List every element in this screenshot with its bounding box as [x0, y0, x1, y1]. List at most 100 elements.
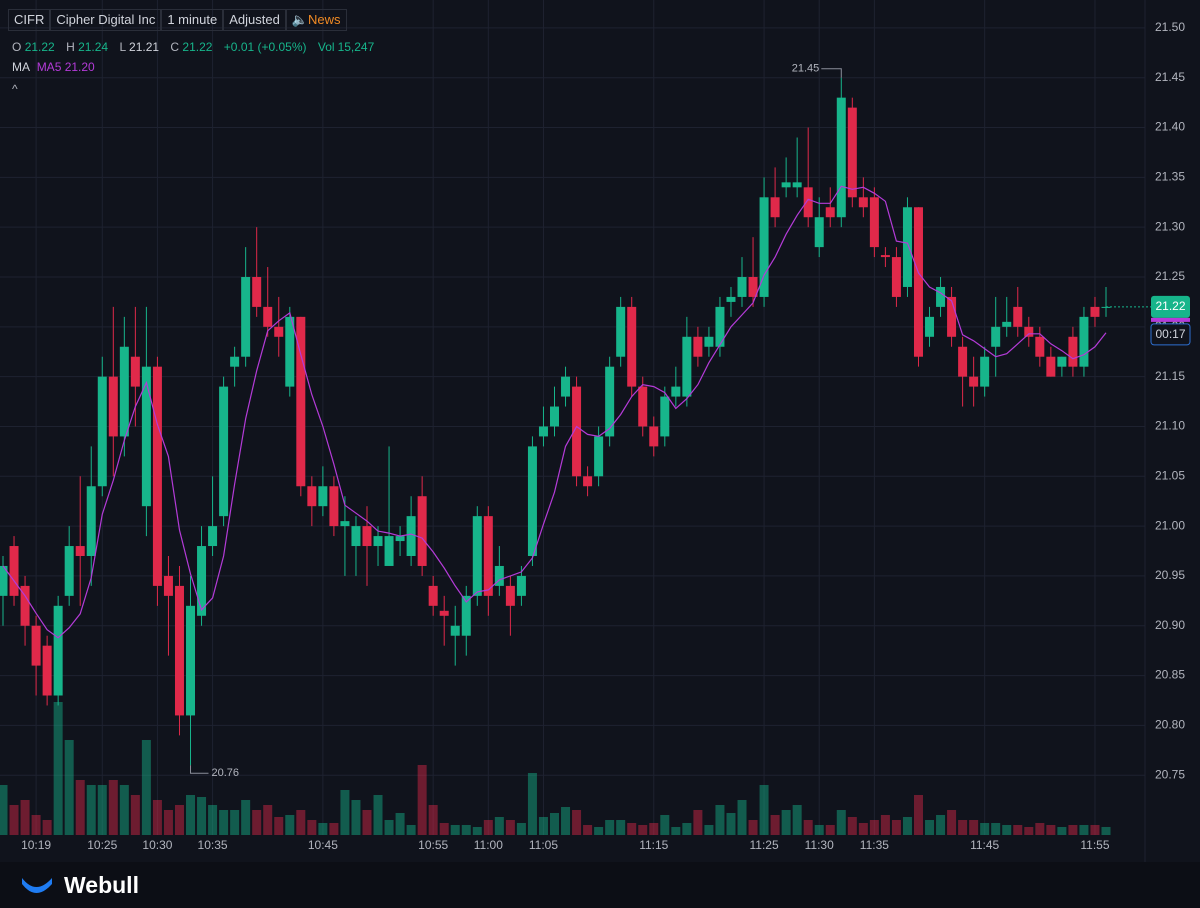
x-tick-label: 11:00	[474, 838, 503, 852]
candle-body	[836, 97, 846, 218]
candle-body	[285, 316, 295, 387]
adjust[interactable]: Adjusted	[223, 9, 286, 31]
volume-bar	[53, 702, 63, 835]
candle-body	[1002, 321, 1012, 327]
candle-body	[75, 546, 85, 557]
c-value: 21.22	[182, 40, 213, 54]
candle-body	[858, 197, 868, 208]
countdown-tag	[1150, 323, 1191, 346]
volume-bar	[737, 800, 747, 835]
candle-body	[550, 406, 559, 427]
volume-bar	[792, 805, 802, 835]
candle-body	[174, 585, 184, 716]
volume-bar	[516, 823, 526, 835]
y-tick-label: 20.85	[1155, 668, 1185, 682]
volume-bar	[406, 825, 416, 835]
volume-bar	[726, 813, 736, 835]
candle-body	[494, 565, 504, 586]
symbol[interactable]: CIFR	[8, 9, 51, 31]
y-tick-label: 21.05	[1155, 468, 1185, 482]
volume-bar	[583, 825, 593, 835]
candle-body	[1046, 356, 1056, 377]
l-label: L	[119, 40, 126, 54]
volume-bar	[318, 823, 328, 835]
candle-body	[947, 296, 957, 337]
volume-bar	[1057, 827, 1067, 835]
collapse[interactable]: ^	[12, 82, 18, 96]
candle-body	[583, 476, 593, 487]
y-tick-label: 21.25	[1155, 269, 1185, 283]
candle-body	[141, 366, 151, 507]
y-tick-label: 20.80	[1155, 718, 1185, 732]
candle-body	[660, 396, 670, 437]
volume-bar	[1046, 825, 1056, 835]
volume-bar	[373, 795, 383, 835]
candle-body	[472, 516, 482, 596]
volume-bar	[208, 805, 218, 835]
x-tick-label: 10:19	[21, 838, 51, 852]
x-tick-label: 11:35	[860, 838, 889, 852]
volume-bar	[230, 810, 240, 835]
volume-bar	[925, 820, 935, 835]
candle-body	[483, 516, 493, 596]
interval[interactable]: 1 minute	[161, 9, 224, 31]
volume-bar	[461, 825, 471, 835]
countdown: 00:17	[1155, 327, 1185, 341]
volume-bar	[428, 805, 438, 835]
candle-body	[925, 316, 935, 337]
volume-bar	[627, 823, 637, 835]
volume-bar	[1101, 826, 1111, 835]
candle-body	[814, 217, 824, 248]
candle-body	[53, 605, 63, 696]
low-pointer	[190, 765, 209, 774]
candle-body	[1090, 306, 1100, 317]
candle-body	[572, 386, 582, 477]
x-tick-label: 10:25	[87, 838, 117, 852]
candle-body	[759, 197, 769, 297]
candle-body	[671, 386, 681, 397]
volume-bar	[660, 815, 670, 835]
candle-body	[891, 257, 901, 297]
candle-body	[825, 207, 835, 218]
candle-body	[329, 486, 339, 527]
o-value: 21.22	[24, 40, 55, 54]
candle-body	[130, 356, 140, 387]
volume-bar	[163, 810, 173, 835]
l-value: 21.21	[129, 40, 160, 54]
candle-body	[417, 496, 427, 566]
company[interactable]: Cipher Digital Inc	[50, 9, 162, 31]
volume-bar	[682, 823, 692, 835]
candle-body	[880, 255, 890, 258]
news-button[interactable]: 🔈News	[285, 9, 347, 31]
candle-body	[869, 197, 879, 248]
volume-bar	[561, 807, 571, 835]
volume-bar	[980, 823, 990, 835]
y-tick-label: 20.90	[1155, 618, 1185, 632]
x-tick-label: 11:15	[639, 838, 668, 852]
candle-body	[594, 436, 604, 477]
candle-body	[715, 306, 725, 347]
volume-bar	[649, 823, 659, 835]
candle-body	[913, 207, 923, 357]
volume-bar	[483, 820, 493, 835]
candle-body	[627, 306, 637, 387]
volume-bar	[748, 820, 758, 835]
volume-bar	[241, 800, 251, 835]
x-tick-label: 11:55	[1080, 838, 1109, 852]
volume-bar	[1090, 825, 1100, 835]
volume-bar	[42, 820, 52, 835]
volume-bar	[472, 827, 482, 835]
volume-bar	[384, 820, 394, 835]
price-tag	[1151, 295, 1190, 318]
volume-bar	[395, 813, 405, 835]
candle-body	[20, 585, 30, 626]
y-tick-label: 21.50	[1155, 20, 1185, 34]
high-pointer	[821, 68, 842, 78]
volume-bar	[97, 785, 107, 835]
candle-body	[208, 526, 218, 547]
candle-body	[980, 356, 990, 387]
y-tick-label: 21.35	[1155, 170, 1185, 184]
candle-body	[792, 182, 802, 188]
y-tick-label: 20.95	[1155, 568, 1185, 582]
